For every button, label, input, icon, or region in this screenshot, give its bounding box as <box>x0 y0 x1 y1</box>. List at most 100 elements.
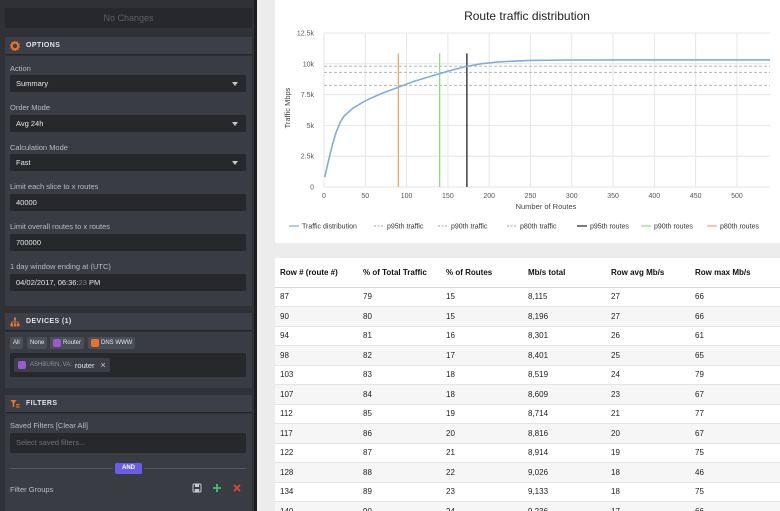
legend-label: p90th traffic <box>451 224 488 231</box>
table-cell: 80 <box>358 306 441 327</box>
action-select[interactable]: Summary <box>10 75 246 92</box>
table-cell: 27 <box>606 306 690 327</box>
options-title: OPTIONS <box>26 42 61 49</box>
table-cell: 8,714 <box>523 404 606 424</box>
remove-device-icon[interactable]: × <box>100 360 106 370</box>
table-row[interactable]: 14090249,2361766 <box>275 501 780 511</box>
table-row[interactable]: 94 81 16 8,301 26 61 <box>275 326 780 346</box>
dns-icon <box>91 339 99 347</box>
dns-www-filter-button[interactable]: DNS WWW <box>88 337 136 349</box>
and-operator-button[interactable]: AND <box>115 463 142 474</box>
column-header[interactable]: Row max Mb/s <box>690 258 780 288</box>
table-cell: 77 <box>690 404 780 424</box>
selected-device-site: ASHBURN, VA: <box>30 362 72 368</box>
table-cell: 27 <box>606 287 690 307</box>
table-row[interactable]: 128 88 22 9,026 18 46 <box>275 462 780 483</box>
table-row[interactable]: 117 86 20 8,816 20 67 <box>275 423 780 444</box>
router-icon <box>53 339 61 347</box>
table-cell: 8,914 <box>523 443 606 463</box>
filters-panel <box>5 414 252 511</box>
legend-label: Traffic distribution <box>302 224 357 231</box>
save-icon[interactable] <box>192 483 202 495</box>
table-cell: 22 <box>441 462 523 483</box>
router-icon <box>18 361 26 369</box>
table-row[interactable]: 134 89 23 9,133 18 75 <box>275 482 780 502</box>
column-header[interactable]: Mb/s total <box>523 258 606 288</box>
x-tick-label: 100 <box>401 193 413 200</box>
calculation-mode-select[interactable]: Fast <box>10 154 246 171</box>
table-cell: 67 <box>690 423 780 444</box>
table-cell: 61 <box>690 326 780 346</box>
table-cell: 25 <box>606 345 690 366</box>
legend-item[interactable]: p95th traffic <box>374 224 424 231</box>
saved-filters-label[interactable]: Saved Filters [Clear All] <box>10 421 88 430</box>
table-row[interactable]: 122 87 21 8,914 19 75 <box>275 443 780 463</box>
table-row[interactable]: 87 79 15 8,115 27 66 <box>275 287 780 307</box>
table-cell: 87 <box>358 443 441 463</box>
filters-panel-header[interactable]: FILTERS <box>5 395 252 413</box>
table-row[interactable]: 90 80 15 8,196 27 66 <box>275 306 780 327</box>
devices-panel-header[interactable]: DEVICES (1) <box>5 313 252 331</box>
legend-item[interactable]: p90th traffic <box>438 224 488 231</box>
table-row[interactable]: 107 84 18 8,609 23 67 <box>275 384 780 405</box>
sidebar: No Changes OPTIONS Action Summary Order … <box>0 0 257 511</box>
legend-item[interactable]: Traffic distribution <box>289 224 357 231</box>
table-cell: 24 <box>606 365 690 385</box>
limit-slice-label: Limit each slice to x routes <box>10 182 99 191</box>
options-panel-header[interactable]: OPTIONS <box>5 37 252 55</box>
table-cell: 75 <box>690 482 780 502</box>
window-datetime-input[interactable]: 04/02/2017, 06:36:23 PM <box>10 274 246 291</box>
router-filter-label: Router <box>63 340 82 346</box>
saved-filters-select[interactable]: Select saved filters... <box>10 433 246 453</box>
table-row[interactable]: 112 85 19 8,714 21 77 <box>275 404 780 424</box>
limit-overall-input[interactable]: 700000 <box>10 234 246 251</box>
order-mode-select[interactable]: Avg 24h <box>10 115 246 132</box>
legend-item[interactable]: p95th routes <box>577 224 629 231</box>
legend-item[interactable]: p80th routes <box>707 224 759 231</box>
options-panel <box>5 56 252 306</box>
no-changes-button[interactable]: No Changes <box>5 8 252 28</box>
close-icon[interactable] <box>232 483 242 495</box>
column-header[interactable]: % of Routes <box>441 258 523 288</box>
none-devices-button[interactable]: None <box>27 337 48 349</box>
device-selector[interactable]: ASHBURN, VA: router × <box>10 353 246 377</box>
add-icon[interactable] <box>212 483 222 495</box>
table-body: 87 79 15 8,115 27 66 90 80 15 8,196 27 66 94 81 16 8,30… <box>275 287 780 511</box>
all-devices-button[interactable]: All <box>10 337 23 349</box>
table-cell: 88 <box>358 462 441 483</box>
limit-slice-input[interactable]: 40000 <box>10 194 246 211</box>
table-cell: 8,519 <box>523 365 606 385</box>
results-table: Row # (route #)% of Total Traffic% of Ro… <box>275 258 780 511</box>
devices-title: DEVICES (1) <box>26 318 72 325</box>
filter-groups-label: Filter Groups <box>10 485 54 494</box>
table-cell: 20 <box>441 423 523 444</box>
y-tick-label: 0 <box>310 185 314 192</box>
column-header[interactable]: Row # (route #) <box>275 258 358 288</box>
table-cell: 17 <box>606 501 690 511</box>
table-cell: 17 <box>441 345 523 366</box>
table-row[interactable]: 103 83 18 8,519 24 79 <box>275 365 780 385</box>
x-tick-label: 350 <box>607 193 619 200</box>
divider <box>10 468 113 469</box>
legend-label: p80th traffic <box>520 224 557 231</box>
series-line-traffic-distribution <box>324 59 770 178</box>
column-header[interactable]: Row avg Mb/s <box>606 258 690 288</box>
table-cell: 46 <box>690 462 780 483</box>
router-filter-button[interactable]: Router <box>50 337 85 349</box>
table-cell: 66 <box>690 501 780 511</box>
table-cell: 140 <box>275 501 358 511</box>
table-cell: 112 <box>275 404 358 424</box>
legend-item[interactable]: p90th routes <box>641 224 693 231</box>
column-header[interactable]: % of Total Traffic <box>358 258 441 288</box>
legend-item[interactable]: p80th traffic <box>507 224 557 231</box>
table-cell: 21 <box>606 404 690 424</box>
table-cell: 90 <box>275 306 358 327</box>
table-cell: 134 <box>275 482 358 502</box>
route-traffic-chart: Route traffic distribution 0 2.5k 5k 7.5k 10… <box>275 0 780 243</box>
selected-device-tag: ASHBURN, VA: router × <box>14 358 110 372</box>
table-cell: 18 <box>441 365 523 385</box>
table-cell: 85 <box>358 404 441 424</box>
table-cell: 94 <box>275 326 358 346</box>
table-row[interactable]: 98 82 17 8,401 25 65 <box>275 345 780 366</box>
table-cell: 79 <box>690 365 780 385</box>
